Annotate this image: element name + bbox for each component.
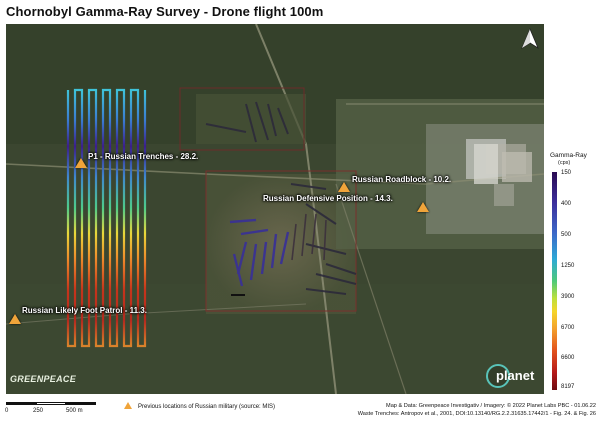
site-marker-foot-patrol[interactable]	[9, 314, 21, 324]
legend-tick: 8197	[561, 384, 575, 390]
basemap	[6, 24, 544, 394]
marker-legend-text: Previous locations of Russian military (…	[138, 404, 276, 410]
planet-logo-text: planet	[496, 368, 535, 383]
site-marker-p1[interactable]	[75, 158, 87, 168]
site-label-foot-patrol: Russian Likely Foot Patrol - 11.3.	[22, 306, 147, 315]
scale-bar: 0 250 500 m	[5, 402, 126, 422]
legend-tick: 400	[561, 201, 572, 207]
marker-legend-triangle-icon	[124, 402, 132, 409]
site-label-p1: P1 - Russian Trenches - 28.2.	[88, 152, 199, 161]
credits-line-1: Map & Data: Greenpeace Investigativ / Im…	[386, 403, 596, 409]
credits-line-2: Waste Trenches: Antropov et al., 2001, D…	[357, 411, 596, 417]
scale-label: 0	[5, 408, 9, 414]
planet-logo: planet	[486, 364, 542, 390]
satellite-map[interactable]: P1 - Russian Trenches - 28.2. Russian Ro…	[6, 24, 544, 394]
greenpeace-logo: GREENPEACE	[10, 374, 77, 384]
legend-tick: 3900	[561, 294, 575, 300]
site-label-defensive: Russian Defensive Position - 14.3.	[263, 194, 393, 203]
planet-ring-icon	[486, 364, 510, 388]
north-arrow-icon	[521, 28, 539, 50]
site-marker-roadblock[interactable]	[338, 182, 350, 192]
scale-segment	[6, 402, 36, 405]
legend-tick: 150	[561, 170, 572, 176]
scale-label: 500 m	[66, 408, 83, 414]
legend-tick: 1250	[561, 263, 575, 269]
site-marker-defensive[interactable]	[417, 202, 429, 212]
legend-unit: (cps)	[558, 160, 571, 166]
legend-color-ramp	[552, 172, 557, 390]
legend-title: Gamma-Ray	[550, 152, 587, 159]
scale-label: 250	[33, 408, 44, 414]
site-label-roadblock: Russian Roadblock - 10.2.	[352, 175, 452, 184]
marker-legend: Previous locations of Russian military (…	[124, 402, 275, 410]
legend-tick: 6700	[561, 325, 575, 331]
map-title: Chornobyl Gamma-Ray Survey - Drone fligh…	[6, 4, 324, 19]
legend-tick: 6600	[561, 355, 575, 361]
scale-segment	[36, 402, 66, 405]
credits: Map & Data: Greenpeace Investigativ / Im…	[358, 402, 596, 418]
gamma-ray-legend: Gamma-Ray (cps) 150 400 500 1250 3900 67…	[546, 152, 600, 392]
legend-tick: 500	[561, 232, 572, 238]
scale-segment	[66, 402, 96, 405]
